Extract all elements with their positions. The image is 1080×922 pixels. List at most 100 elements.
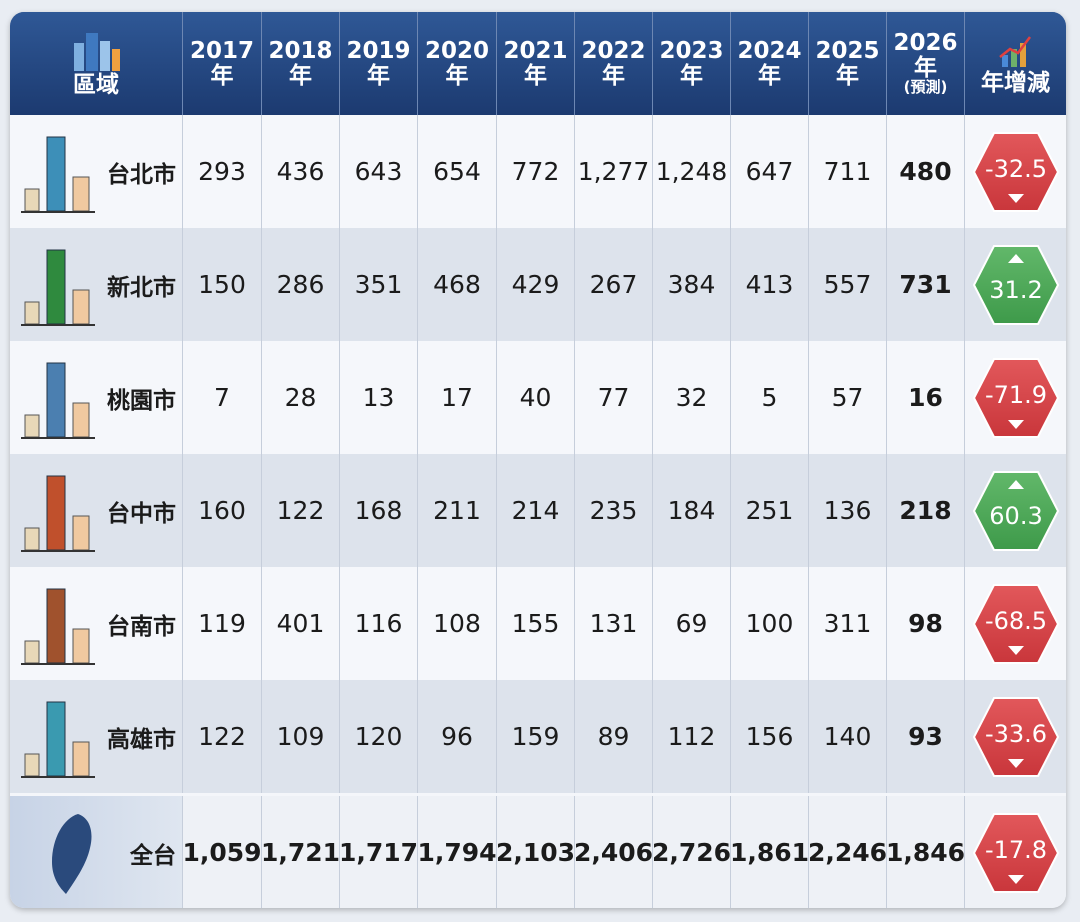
value: 93 — [908, 722, 943, 751]
value-cell: 100 — [731, 567, 809, 680]
region-icon — [21, 249, 95, 326]
value: 1,721 — [260, 838, 341, 867]
region-name: 新北市 — [107, 274, 176, 301]
value: 57 — [831, 383, 864, 412]
value: 13 — [362, 383, 395, 412]
change-cell: -68.5 — [965, 567, 1066, 680]
value: 109 — [276, 722, 325, 751]
value-cell: 155 — [497, 567, 575, 680]
change-badge: -32.5 — [972, 131, 1059, 212]
value-cell: 2,246 — [808, 796, 887, 908]
value: 772 — [511, 157, 560, 186]
change-value: -71.9 — [984, 381, 1046, 409]
value: 98 — [908, 609, 943, 638]
header-cell: 2025 年 — [809, 12, 887, 115]
value: 119 — [198, 609, 246, 638]
value-cell: 429 — [497, 228, 575, 341]
region-cell: 桃園市 — [10, 341, 183, 454]
value-cell: 69 — [653, 567, 731, 680]
value: 1,277 — [577, 157, 650, 186]
value-cell: 156 — [731, 680, 809, 793]
header-cell: 2024 年 — [731, 12, 809, 115]
value-cell: 251 — [731, 454, 809, 567]
value: 251 — [745, 496, 794, 525]
region-cell: 高雄市 — [10, 680, 183, 793]
value-cell: 150 — [183, 228, 262, 341]
value-cell: 711 — [809, 115, 887, 228]
value-cell: 122 — [262, 454, 340, 567]
header-cell: 2018 年 — [262, 12, 340, 115]
value-cell: 119 — [183, 567, 262, 680]
value: 28 — [284, 383, 317, 412]
value: 711 — [823, 157, 872, 186]
value: 413 — [745, 270, 794, 299]
value: 429 — [511, 270, 560, 299]
value-cell: 93 — [887, 680, 965, 793]
value: 1,794 — [417, 838, 497, 867]
value-cell: 16 — [887, 341, 965, 454]
value: 136 — [823, 496, 872, 525]
value-cell: 122 — [183, 680, 262, 793]
change-badge: 31.2 — [972, 244, 1059, 325]
header-label: 年增減 — [981, 70, 1050, 97]
value: 468 — [433, 270, 481, 299]
value: 2,726 — [651, 838, 732, 867]
value: 731 — [899, 270, 952, 299]
value: 159 — [511, 722, 560, 751]
value-cell: 480 — [887, 115, 965, 228]
header-year: 2026 — [893, 30, 958, 57]
header-cell: 2017 年 — [183, 12, 262, 115]
region-name: 全台 — [130, 842, 176, 869]
value-cell: 772 — [497, 115, 575, 228]
header-cell: 區域 — [10, 12, 183, 115]
value: 32 — [675, 383, 708, 412]
value-cell: 557 — [809, 228, 887, 341]
header-cell: 2019 年 — [340, 12, 418, 115]
header-year: 2020 — [424, 38, 489, 65]
value: 122 — [198, 722, 246, 751]
value-cell: 286 — [262, 228, 340, 341]
value-cell: 654 — [418, 115, 497, 228]
change-badge: -33.6 — [972, 696, 1059, 777]
value-cell: 731 — [887, 228, 965, 341]
value: 384 — [667, 270, 716, 299]
value-cell: 98 — [887, 567, 965, 680]
table: 區域 2017 年 2018 年 2019 年 2020 年 2021 年 2022 年 2023 年 202… — [10, 12, 1066, 908]
header-year: 2021 — [503, 38, 568, 65]
header-cell: 2023 年 — [653, 12, 731, 115]
value: 351 — [354, 270, 403, 299]
value: 150 — [198, 270, 246, 299]
value-cell: 351 — [340, 228, 418, 341]
value-cell: 136 — [809, 454, 887, 567]
value-cell: 311 — [809, 567, 887, 680]
value-cell: 160 — [183, 454, 262, 567]
value-cell: 120 — [340, 680, 418, 793]
change-value: -17.8 — [984, 836, 1046, 864]
value-cell: 112 — [653, 680, 731, 793]
region-icon — [52, 813, 92, 894]
header-cell: 2021 年 — [497, 12, 575, 115]
value-cell: 2,103 — [496, 796, 575, 908]
value-cell: 17 — [418, 341, 497, 454]
region-cell: 台南市 — [10, 567, 183, 680]
value: 647 — [745, 157, 794, 186]
region-name: 台南市 — [107, 613, 176, 640]
value-cell: 1,861 — [730, 796, 809, 908]
value: 122 — [276, 496, 325, 525]
value-cell: 468 — [418, 228, 497, 341]
value: 17 — [441, 383, 473, 412]
header-cell: 2026 年 (預測) — [887, 12, 965, 115]
value-cell: 57 — [809, 341, 887, 454]
header-suffix: 年 — [445, 62, 469, 89]
value-cell: 168 — [340, 454, 418, 567]
value-cell: 1,059 — [182, 796, 262, 908]
value: 1,846 — [885, 838, 966, 867]
value-cell: 1,717 — [339, 796, 418, 908]
header-suffix: 年 — [836, 62, 859, 89]
value-cell: 2,726 — [651, 796, 732, 908]
value: 140 — [823, 722, 872, 751]
value-cell: 413 — [731, 228, 809, 341]
region-cell: 台北市 — [10, 115, 183, 228]
change-cell: -33.6 — [965, 680, 1066, 793]
